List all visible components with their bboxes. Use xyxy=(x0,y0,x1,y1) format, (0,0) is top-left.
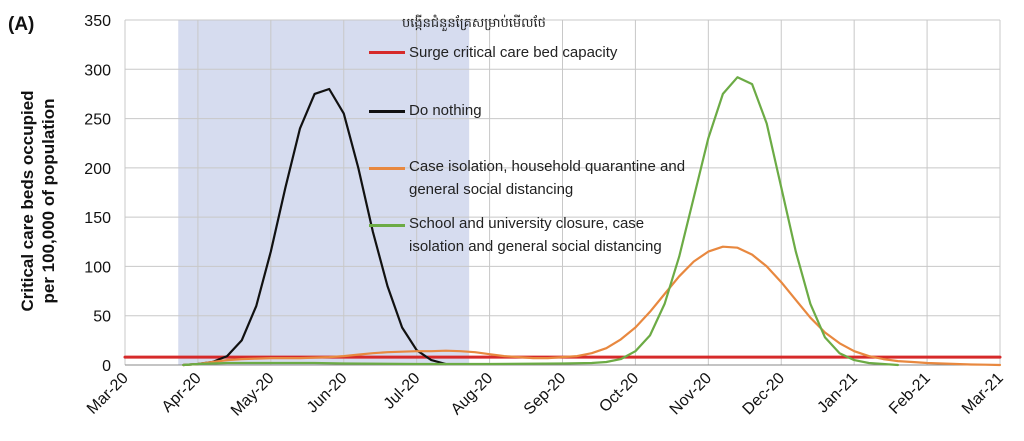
legend-swatch-capacity xyxy=(369,51,405,54)
y-tick-label-100: 100 xyxy=(84,259,111,276)
y-tick-label-150: 150 xyxy=(84,210,111,227)
legend-label-capacity: Surge critical care bed capacity xyxy=(409,44,618,61)
x-tick-label-Feb-21: Feb-21 xyxy=(886,370,934,418)
legend-label-school-closure-line-1: School and university closure, case xyxy=(409,215,645,232)
x-tick-label-Dec-20: Dec-20 xyxy=(740,370,789,419)
x-tick-label-Aug-20: Aug-20 xyxy=(448,370,497,419)
y-tick-label-300: 300 xyxy=(84,62,111,79)
legend-swatch-do-nothing xyxy=(369,110,405,113)
panel-label: (A) xyxy=(8,14,35,35)
legend-label-do-nothing: Do nothing xyxy=(409,102,482,119)
y-tick-label-0: 0 xyxy=(102,358,111,375)
x-tick-label-Oct-20: Oct-20 xyxy=(596,370,642,416)
legend-swatch-school-closure xyxy=(369,224,405,227)
y-tick-label-350: 350 xyxy=(84,13,111,30)
x-tick-label-Mar-21: Mar-21 xyxy=(959,370,1007,418)
y-tick-label-50: 50 xyxy=(93,309,111,326)
x-tick-label-Jan-21: Jan-21 xyxy=(814,370,861,417)
x-tick-label-Nov-20: Nov-20 xyxy=(667,370,716,419)
y-tick-label-250: 250 xyxy=(84,112,111,129)
series-line-case-isolation xyxy=(182,245,1002,367)
legend-label-case-isolation-line-2: general social distancing xyxy=(409,181,574,198)
shaded-period xyxy=(178,20,470,365)
x-tick-label-Apr-20: Apr-20 xyxy=(159,370,205,416)
x-tick-label-May-20: May-20 xyxy=(228,370,278,420)
x-tick-label-Jul-20: Jul-20 xyxy=(381,370,424,413)
x-tick-label-Mar-20: Mar-20 xyxy=(84,370,132,418)
chart-subtitle: បង្កើនជំនួនគ្រែសម្រាប់មើលថែ xyxy=(402,16,546,31)
x-tick-label-Sep-20: Sep-20 xyxy=(521,370,570,419)
legend-label-case-isolation-line-1: Case isolation, household quarantine and xyxy=(409,158,686,175)
series-line-school-closure xyxy=(182,76,900,367)
y-tick-label-200: 200 xyxy=(84,161,111,178)
legend-swatch-case-isolation xyxy=(369,167,405,170)
x-tick-label-Jun-20: Jun-20 xyxy=(304,370,351,417)
series-line-do-nothing xyxy=(182,87,447,367)
legend-label-school-closure-line-2: isolation and general social distancing xyxy=(409,238,662,255)
